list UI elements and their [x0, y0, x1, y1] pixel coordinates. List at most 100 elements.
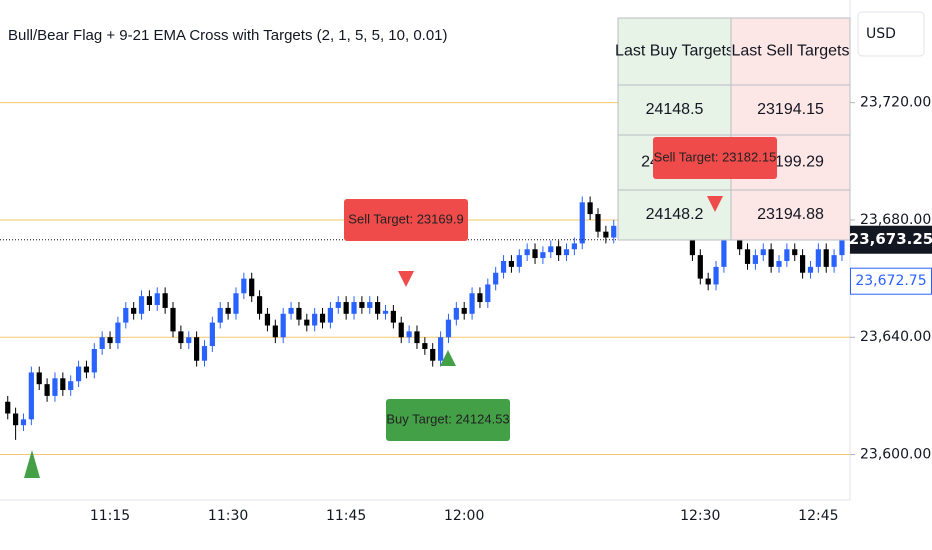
candle-body [469, 293, 475, 314]
candle-body [44, 384, 50, 396]
candle-body [807, 266, 814, 273]
candle-body [548, 246, 554, 253]
candle-body [815, 249, 821, 267]
candle-body [138, 296, 145, 314]
y-tick-label: 23,640.00 [860, 329, 931, 345]
candle-body [194, 337, 200, 361]
table-cell: 24148.2 [646, 206, 704, 223]
candle-body [556, 246, 562, 256]
table-cell: 24148.5 [646, 101, 704, 118]
target-label: Sell Target: 23169.9 [348, 211, 463, 226]
candle-body [823, 249, 829, 267]
candle-body [91, 348, 97, 373]
candle-body [233, 293, 239, 314]
candle-body [170, 307, 176, 332]
y-tick-label: 23,680.00 [860, 212, 931, 228]
candle-body [28, 372, 34, 420]
candle-body [768, 249, 774, 267]
candle-body [524, 249, 530, 256]
signal-arrow [707, 196, 723, 212]
candle-body [335, 302, 341, 308]
chart-title: Bull/Bear Flag + 9-21 EMA Cross with Tar… [8, 27, 448, 44]
candle-body [312, 313, 318, 326]
candle-body [587, 202, 593, 215]
candle-body [831, 255, 837, 267]
candle-body [375, 302, 381, 314]
candle-body [296, 307, 302, 320]
candle-body [500, 260, 507, 273]
table-header: Last Sell Targets [732, 43, 850, 60]
x-tick-label: 11:15 [90, 508, 130, 524]
candle-body [115, 322, 121, 344]
currency-label[interactable]: USD [866, 26, 896, 42]
candle-body [201, 346, 208, 361]
target-label: Buy Target: 24124.53 [386, 411, 509, 426]
candle-body [162, 293, 168, 308]
candle-body [209, 322, 215, 347]
candle-body [485, 284, 491, 303]
x-tick-label: 11:45 [326, 508, 366, 524]
candle-body [5, 401, 11, 414]
signal-arrow [24, 450, 40, 478]
candle-body [382, 310, 389, 314]
candle-body [343, 302, 349, 314]
candle-body [713, 266, 719, 285]
candle-body [52, 378, 58, 396]
candle-body [131, 307, 137, 314]
x-tick-label: 12:00 [444, 508, 484, 524]
candle-body [705, 278, 711, 285]
candle-body [217, 307, 223, 323]
x-tick-label: 11:30 [208, 508, 248, 524]
target-label-box [653, 137, 777, 179]
candle-body [351, 302, 357, 314]
candle-body [186, 337, 192, 344]
table-header: Last Buy Targets [615, 43, 734, 60]
x-tick-label: 12:45 [798, 508, 838, 524]
currency-button[interactable] [857, 11, 925, 57]
target-label-box [386, 399, 510, 441]
candle-body [579, 202, 585, 244]
candle-body [178, 331, 184, 344]
candle-body [68, 381, 74, 391]
candle-body [784, 249, 790, 261]
candle-body [20, 419, 27, 426]
y-tick-label: 23,600.00 [860, 447, 931, 463]
candle-body [75, 366, 82, 382]
table-cell: 23194.15 [757, 101, 824, 118]
candle-body [437, 337, 444, 361]
candle-body [264, 313, 271, 326]
candle-body [445, 319, 452, 338]
candle-body [800, 255, 806, 273]
candle-body [752, 255, 758, 264]
candle-body [272, 325, 278, 338]
candle-body [249, 278, 255, 297]
candle-body [516, 255, 522, 267]
x-tick-label: 12:30 [680, 508, 720, 524]
candle-body [83, 366, 90, 373]
candle-body [508, 260, 515, 267]
candle-body [697, 255, 703, 279]
candle-body [390, 310, 396, 323]
candle-body [36, 372, 42, 385]
candle-body [776, 260, 782, 267]
price-tag-label: 23,672.75 [855, 273, 926, 289]
target-label-box [344, 199, 468, 241]
candle-body [359, 302, 365, 308]
candle-body [241, 278, 247, 294]
candle-body [107, 337, 113, 344]
candle-body [540, 252, 546, 259]
candle-body [60, 378, 66, 391]
signal-arrow [440, 350, 456, 366]
candle-body [13, 413, 19, 426]
candle-body [595, 214, 601, 232]
signal-arrow [398, 271, 414, 287]
candle-body [414, 331, 420, 344]
candle-body [280, 313, 286, 338]
candle-body [611, 225, 617, 238]
candle-body [422, 343, 428, 349]
candle-body [563, 249, 570, 256]
candle-body [319, 313, 326, 323]
candle-body [304, 319, 310, 326]
candle-body [288, 307, 294, 314]
candle-body [154, 293, 160, 305]
